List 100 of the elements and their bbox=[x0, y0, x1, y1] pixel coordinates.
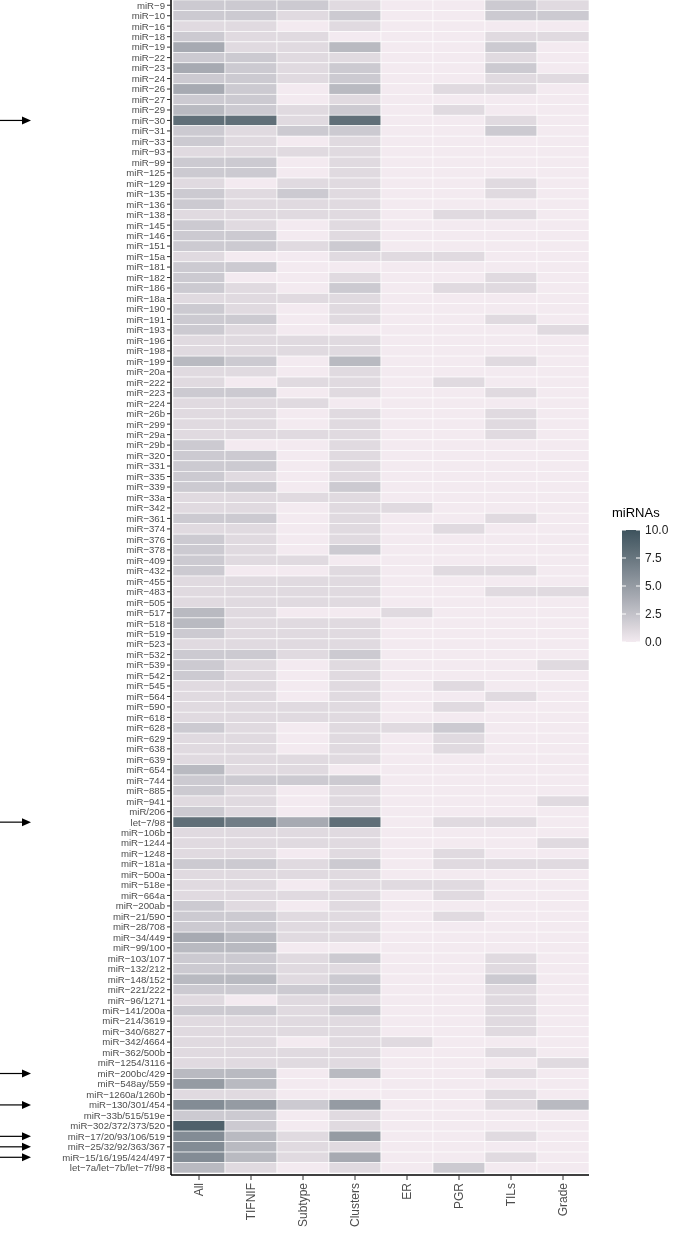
color-bar-title: miRNAs bbox=[612, 505, 661, 520]
y-tick-label: miR−299 bbox=[126, 418, 165, 430]
x-tick-label: Subtype bbox=[296, 1182, 311, 1228]
y-tick-label: miR−99/100 bbox=[113, 942, 165, 954]
y-tick-label: miR−19 bbox=[131, 41, 165, 53]
y-tick-label: miR−539 bbox=[126, 659, 165, 671]
y-tick-label: miR−199 bbox=[126, 355, 165, 367]
y-tick-label: miR−22 bbox=[131, 51, 165, 63]
y-tick-label: miR−106b bbox=[121, 826, 165, 838]
y-tick-label: miR−18a bbox=[126, 292, 166, 304]
x-tick-label: PGR bbox=[452, 1182, 467, 1210]
y-tick-label: miR−28/708 bbox=[113, 921, 165, 933]
y-tick-label: miR−378 bbox=[126, 544, 165, 556]
y-tick-label: miR−30 bbox=[131, 114, 165, 126]
y-tick-label: miR−638 bbox=[126, 743, 165, 755]
y-tick-label: miR−222 bbox=[126, 376, 165, 388]
y-tick-label: miR−151 bbox=[126, 240, 165, 252]
y-tick-label: miR−628 bbox=[126, 722, 165, 734]
y-tick-label: miR−103/107 bbox=[107, 952, 165, 964]
y-tick-label: miR−361 bbox=[126, 512, 165, 524]
y-tick-label: miR−335 bbox=[126, 470, 165, 482]
y-tick-label: miR−190 bbox=[126, 303, 165, 315]
color-bar-label: 7.5 bbox=[645, 551, 663, 566]
y-tick-label: miR−15a bbox=[126, 250, 166, 262]
y-tick-label: miR−141/200a bbox=[102, 1005, 166, 1017]
y-tick-label: miR−17/20/93/106/519 bbox=[67, 1130, 165, 1142]
y-tick-label: miR−885 bbox=[126, 785, 165, 797]
y-tick-label: miR−1260a/1260b bbox=[86, 1088, 165, 1100]
y-tick-label: miR−545 bbox=[126, 680, 165, 692]
y-tick-label: miR−224 bbox=[126, 397, 166, 409]
y-tick-label: miR−362/500b bbox=[102, 1046, 165, 1058]
y-tick-label: miR−181 bbox=[126, 261, 165, 273]
y-tick-label: miR−409 bbox=[126, 554, 165, 566]
y-tick-label: miR−18 bbox=[131, 31, 165, 43]
y-tick-label: miR−96/1271 bbox=[107, 994, 165, 1006]
y-tick-label: miR−331 bbox=[126, 460, 165, 472]
y-tick-label: miR−548ay/559 bbox=[97, 1078, 165, 1090]
y-tick-label: miR−26b bbox=[126, 408, 165, 420]
x-tick-label: ER bbox=[400, 1182, 415, 1200]
y-tick-label: miR−340/6827 bbox=[102, 1025, 165, 1037]
y-tick-label: miR−33b/515/519e bbox=[83, 1109, 165, 1121]
y-tick-label: miR−505 bbox=[126, 596, 165, 608]
y-tick-label: miR−145 bbox=[126, 219, 165, 231]
y-tick-label: miR−9 bbox=[137, 0, 165, 11]
y-tick-label: miR−744 bbox=[126, 774, 166, 786]
y-tick-label: miR−129 bbox=[126, 177, 165, 189]
color-bar-label: 0.0 bbox=[645, 635, 663, 650]
y-tick-label: miR−125 bbox=[126, 167, 165, 179]
y-tick-label: miR−148/152 bbox=[107, 973, 165, 985]
y-tick-label: miR−500a bbox=[121, 868, 166, 880]
y-tick-label: miR−221/222 bbox=[107, 984, 165, 996]
y-tick-label: miR−200ab bbox=[115, 900, 165, 912]
y-tick-label: miR−29 bbox=[131, 104, 165, 116]
y-tick-label: miR−629 bbox=[126, 732, 165, 744]
y-tick-label: miR−200bc/429 bbox=[97, 1067, 165, 1079]
y-tick-label: miR−182 bbox=[126, 271, 165, 283]
y-tick-label: miR−24 bbox=[131, 72, 166, 84]
y-tick-label: miR−132/212 bbox=[107, 963, 165, 975]
x-tick-label: TIFNIF bbox=[244, 1183, 259, 1221]
y-tick-label: miR−29b bbox=[126, 439, 165, 451]
y-tick-label: miR−26 bbox=[131, 83, 165, 95]
y-tick-label: miR−564 bbox=[126, 690, 166, 702]
y-tick-label: miR−196 bbox=[126, 334, 165, 346]
y-tick-label: miR−432 bbox=[126, 565, 165, 577]
y-tick-label: miR−542 bbox=[126, 669, 165, 681]
x-tick-label: All bbox=[192, 1183, 207, 1197]
y-tick-label: let−7a/let−7b/let−7f/98 bbox=[69, 1162, 165, 1174]
y-tick-label: miR−31 bbox=[131, 125, 165, 137]
y-tick-label: miR−34/449 bbox=[113, 931, 165, 943]
y-tick-label: miR−136 bbox=[126, 198, 165, 210]
y-tick-label: miR−1244 bbox=[121, 837, 166, 849]
y-tick-label: miR−339 bbox=[126, 481, 165, 493]
y-tick-label: miR−639 bbox=[126, 753, 165, 765]
y-tick-label: miR−941 bbox=[126, 795, 165, 807]
y-tick-label: miR−33a bbox=[126, 491, 166, 503]
x-tick-label: TILs bbox=[504, 1183, 519, 1207]
y-tick-label: miR−1248 bbox=[121, 847, 165, 859]
y-tick-label: miR−16 bbox=[131, 20, 165, 32]
y-tick-label: miR−181a bbox=[121, 858, 166, 870]
y-tick-label: miR−302/372/373/520 bbox=[70, 1120, 165, 1132]
y-tick-label: miR−376 bbox=[126, 533, 165, 545]
y-tick-label: miR−518e bbox=[121, 879, 165, 891]
y-tick-label: miR−191 bbox=[126, 313, 165, 325]
y-tick-label: miR−374 bbox=[126, 523, 166, 535]
y-tick-label: miR−21/590 bbox=[113, 910, 165, 922]
y-tick-label: miR−342 bbox=[126, 502, 165, 514]
y-tick-label: miR−320 bbox=[126, 449, 165, 461]
y-tick-label: miR−214/3619 bbox=[102, 1015, 165, 1027]
y-tick-label: miR−99 bbox=[131, 156, 165, 168]
y-tick-label: miR−519 bbox=[126, 627, 165, 639]
y-tick-label: miR−93 bbox=[131, 146, 165, 158]
x-tick-label: Clusters bbox=[348, 1183, 363, 1228]
y-tick-label: let−7/98 bbox=[130, 816, 165, 828]
y-tick-label: miR−618 bbox=[126, 711, 165, 723]
y-tick-label: miR−664a bbox=[121, 889, 166, 901]
y-tick-label: miR−10 bbox=[131, 10, 165, 22]
y-tick-label: miR−33 bbox=[131, 135, 165, 147]
y-tick-label: miR−130/301/454 bbox=[88, 1099, 166, 1111]
y-tick-label: miR−29a bbox=[126, 429, 166, 440]
y-tick-label: miR−523 bbox=[126, 638, 165, 650]
